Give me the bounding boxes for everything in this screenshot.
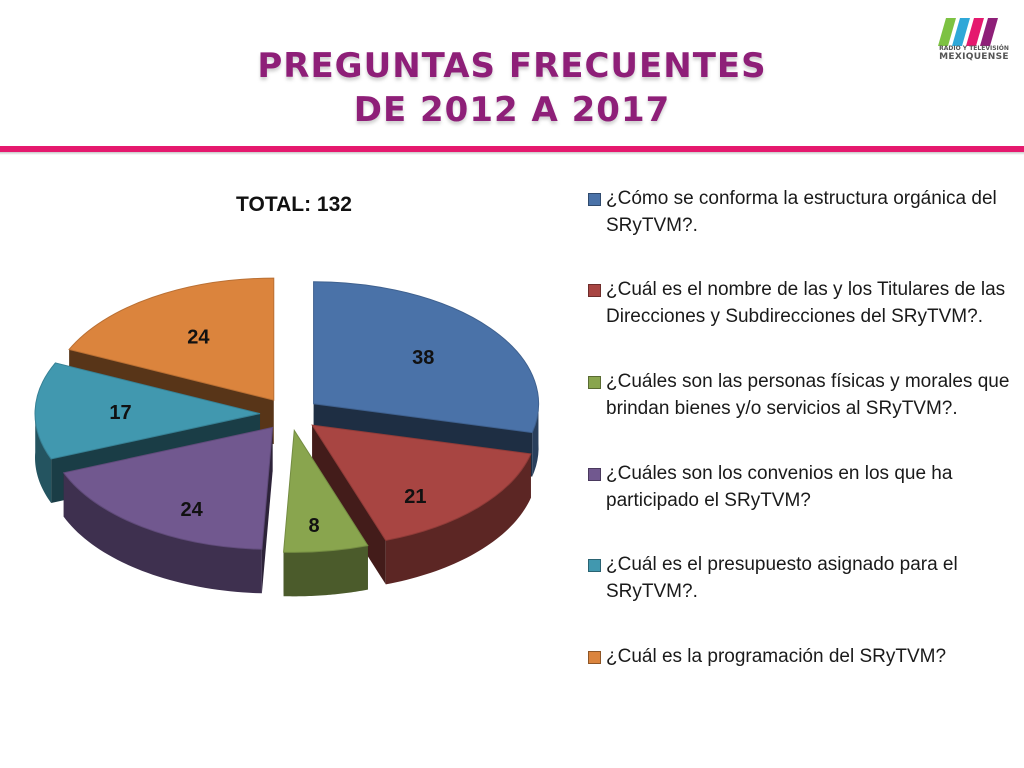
legend-label: ¿Cuáles son los convenios en los que ha … — [606, 463, 953, 511]
pie-slice-6-top — [68, 277, 275, 401]
pie-slice-3-top — [283, 428, 369, 553]
pie-data-label-3: 8 — [309, 515, 320, 537]
pie-data-label-6: 24 — [187, 326, 210, 348]
pie-slice-5-rim — [35, 408, 52, 503]
pie-slice-3 — [283, 428, 369, 597]
page-title-line-1: PREGUNTAS FRECUENTES — [257, 46, 767, 86]
pie-slice-2-top — [311, 424, 532, 541]
pie-slice-1-top — [313, 281, 540, 434]
legend-swatch — [588, 468, 601, 481]
legend-swatch — [588, 376, 601, 389]
legend-label: ¿Cómo se conforma la estructura orgánica… — [606, 188, 997, 236]
pie-data-label-2: 21 — [404, 486, 426, 508]
header-divider — [0, 146, 1024, 152]
legend-label: ¿Cuál es la programación del SRyTVM? — [606, 646, 947, 667]
legend-swatch — [588, 651, 601, 664]
pie-data-label-4: 24 — [181, 499, 204, 521]
logo-line-1: RADIO Y TELEVISIÓN — [939, 45, 1009, 52]
pie-chart: TOTAL: 132 38 21 8 24 17 24 — [34, 193, 540, 597]
page-title: PREGUNTAS FRECUENTES DE 2012 A 2017 — [0, 44, 1024, 132]
pie-slices — [34, 277, 540, 597]
legend-label: ¿Cuáles son las personas físicas y moral… — [606, 371, 1010, 419]
legend-swatch — [588, 193, 601, 206]
legend-swatch — [588, 559, 601, 572]
legend-label: ¿Cuál es el nombre de las y los Titulare… — [606, 279, 1006, 327]
pie-slice-4 — [62, 426, 274, 594]
tvm-logo-icon — [938, 18, 998, 46]
chart-title: TOTAL: 132 — [236, 193, 352, 216]
pie-slice-4-rim — [63, 472, 262, 594]
pie-slice-5-top — [34, 362, 261, 460]
legend-swatch — [588, 284, 601, 297]
pie-data-labels: 38 21 8 24 17 24 — [109, 326, 434, 537]
pie-slice-4-top — [62, 426, 274, 550]
logo-line-2: MEXIQUENSE — [939, 52, 1009, 62]
pie-slice-2-rim — [385, 453, 531, 585]
logo-text: RADIO Y TELEVISIÓN MEXIQUENSE — [926, 44, 1022, 62]
pie-data-label-1: 38 — [412, 347, 434, 369]
page-title-line-2: DE 2012 A 2017 — [353, 90, 671, 130]
pie-data-label-5: 17 — [109, 402, 131, 424]
pie-slice-3-rim — [283, 545, 368, 597]
legend-label: ¿Cuál es el presupuesto asignado para el… — [606, 554, 958, 602]
header-divider-shadow — [0, 152, 1024, 155]
